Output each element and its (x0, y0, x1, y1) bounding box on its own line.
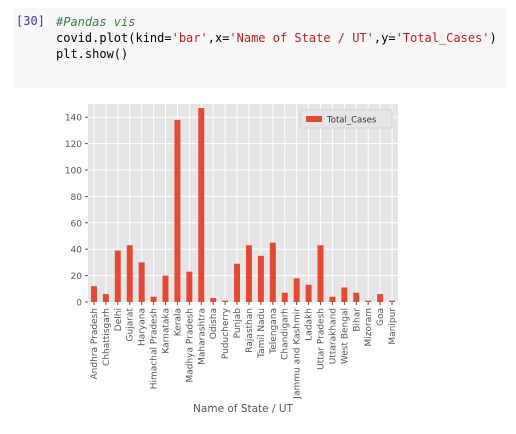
x-tick-label: Karnataka (162, 308, 172, 354)
bar (318, 245, 324, 302)
execution-count: [30] (16, 14, 45, 28)
bar (163, 276, 169, 302)
cell-output: 0 20 40 60 80 100 120 140 Andhra Pradesh Chhattis… (14, 94, 506, 430)
x-tick-label: Chhattisgarh (102, 308, 112, 366)
x-tick-label: Manipur (388, 308, 398, 345)
y-tick-label: 140 (65, 114, 82, 124)
x-tick-label: Rajasthan (245, 308, 255, 353)
bar (174, 120, 180, 302)
code-token: 'Name of State / UT' (229, 31, 374, 45)
bar (306, 285, 312, 302)
bar (258, 256, 264, 302)
code-token: ,x= (208, 31, 230, 45)
x-tick-label: Punjab (233, 308, 243, 339)
x-tick-label: West Bengal (340, 308, 350, 364)
code-editor[interactable]: #Pandas vis covid.plot(kind='bar',x='Name… (56, 14, 496, 62)
bar (91, 286, 97, 302)
bar (210, 298, 216, 302)
code-line: covid.plot(kind='bar',x='Name of State /… (56, 30, 496, 46)
bar (103, 294, 109, 302)
bar (115, 251, 121, 302)
y-tick-label: 20 (71, 272, 83, 282)
x-axis-label: Name of State / UT (193, 403, 293, 415)
x-tick-label: Goa (376, 308, 386, 326)
x-tick-label: Andhra Pradesh (90, 308, 100, 379)
bar (365, 301, 371, 302)
bar (270, 243, 276, 302)
x-tick-label: Puducherry (221, 307, 231, 359)
bar (151, 297, 157, 302)
bar (341, 287, 347, 302)
x-tick-label: Uttar Pradesh (317, 308, 327, 370)
bar (222, 301, 228, 302)
y-tick-label: 40 (71, 246, 83, 256)
y-tick-label: 80 (71, 193, 83, 203)
bar-chart: 0 20 40 60 80 100 120 140 Andhra Pradesh Chhattis… (14, 94, 506, 430)
code-line: plt.show() (56, 46, 496, 62)
bar (282, 293, 288, 302)
x-tick-label: Kerala (173, 308, 183, 336)
y-tick-label: 120 (65, 140, 82, 150)
bar (234, 264, 240, 302)
bar (139, 262, 145, 302)
code-token: #Pandas vis (56, 15, 135, 29)
y-tick-label: 100 (65, 167, 82, 177)
code-token: 'bar' (172, 31, 208, 45)
x-tick-label: Uttarakhand (328, 308, 338, 364)
code-line: #Pandas vis (56, 14, 496, 30)
x-tick-label: Telengana (269, 308, 279, 355)
bar (186, 272, 192, 302)
x-tick-label: Ladakh (305, 308, 315, 341)
code-token: ,y= (374, 31, 396, 45)
x-tick-label: Chandigarh (281, 308, 291, 360)
plot-background (88, 104, 398, 302)
x-tick-label: Haryana (138, 308, 148, 346)
legend-label: Total_Cases (326, 116, 377, 126)
y-tick-label: 0 (76, 299, 82, 309)
x-tick-label: Maharashtra (197, 308, 207, 365)
x-tick-label: Delhi (114, 308, 124, 331)
x-tick-label: Odisha (209, 308, 219, 339)
x-tick-label: Mizoram (364, 308, 374, 346)
x-tick-label: Jammu and Kashmir (293, 308, 303, 400)
code-token: ) (490, 31, 497, 45)
code-token: 'Total_Cases' (396, 31, 490, 45)
bar (353, 293, 359, 302)
bar (198, 108, 204, 302)
bar (377, 294, 383, 302)
bar (389, 301, 395, 302)
x-tick-label: Madhya Pradesh (185, 308, 195, 383)
bar (246, 245, 252, 302)
x-tick-label: Tamil Nadu (257, 308, 267, 359)
bar (127, 245, 133, 302)
code-token: plt.show() (56, 47, 128, 61)
bar (294, 278, 300, 302)
y-tick-label: 60 (71, 219, 83, 229)
code-token: covid.plot(kind= (56, 31, 172, 45)
x-tick-label: Gujarat (126, 308, 136, 342)
legend-swatch (306, 116, 322, 122)
x-tick-label: Himachal Pradesh (150, 308, 160, 389)
bar (329, 297, 335, 302)
x-tick-label: Bihar (352, 308, 362, 332)
